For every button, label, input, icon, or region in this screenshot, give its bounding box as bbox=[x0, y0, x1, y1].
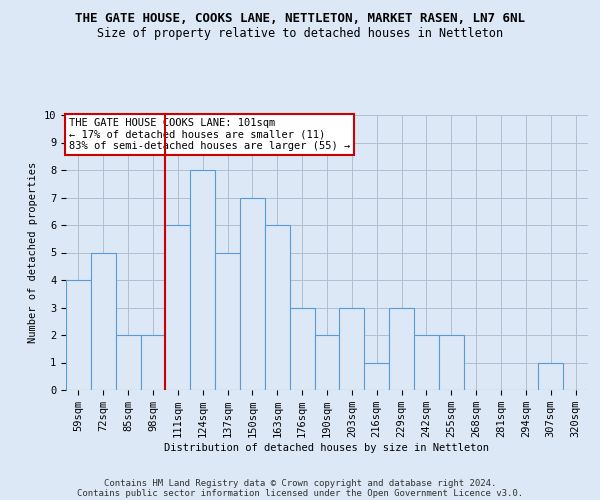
Bar bbox=[389, 308, 414, 390]
Bar bbox=[290, 308, 314, 390]
Bar bbox=[538, 362, 563, 390]
Text: Contains HM Land Registry data © Crown copyright and database right 2024.: Contains HM Land Registry data © Crown c… bbox=[104, 478, 496, 488]
Bar bbox=[364, 362, 389, 390]
Text: THE GATE HOUSE COOKS LANE: 101sqm
← 17% of detached houses are smaller (11)
83% : THE GATE HOUSE COOKS LANE: 101sqm ← 17% … bbox=[69, 118, 350, 151]
Bar bbox=[91, 252, 116, 390]
Bar bbox=[215, 252, 240, 390]
Bar bbox=[116, 335, 140, 390]
Bar bbox=[240, 198, 265, 390]
Bar bbox=[340, 308, 364, 390]
Bar bbox=[190, 170, 215, 390]
Bar bbox=[265, 225, 290, 390]
Bar bbox=[439, 335, 464, 390]
Text: Size of property relative to detached houses in Nettleton: Size of property relative to detached ho… bbox=[97, 28, 503, 40]
Bar bbox=[314, 335, 340, 390]
Bar bbox=[166, 225, 190, 390]
Text: THE GATE HOUSE, COOKS LANE, NETTLETON, MARKET RASEN, LN7 6NL: THE GATE HOUSE, COOKS LANE, NETTLETON, M… bbox=[75, 12, 525, 26]
Bar bbox=[66, 280, 91, 390]
Text: Contains public sector information licensed under the Open Government Licence v3: Contains public sector information licen… bbox=[77, 488, 523, 498]
Bar bbox=[140, 335, 166, 390]
Y-axis label: Number of detached properties: Number of detached properties bbox=[28, 162, 38, 343]
Bar bbox=[414, 335, 439, 390]
X-axis label: Distribution of detached houses by size in Nettleton: Distribution of detached houses by size … bbox=[164, 443, 490, 453]
